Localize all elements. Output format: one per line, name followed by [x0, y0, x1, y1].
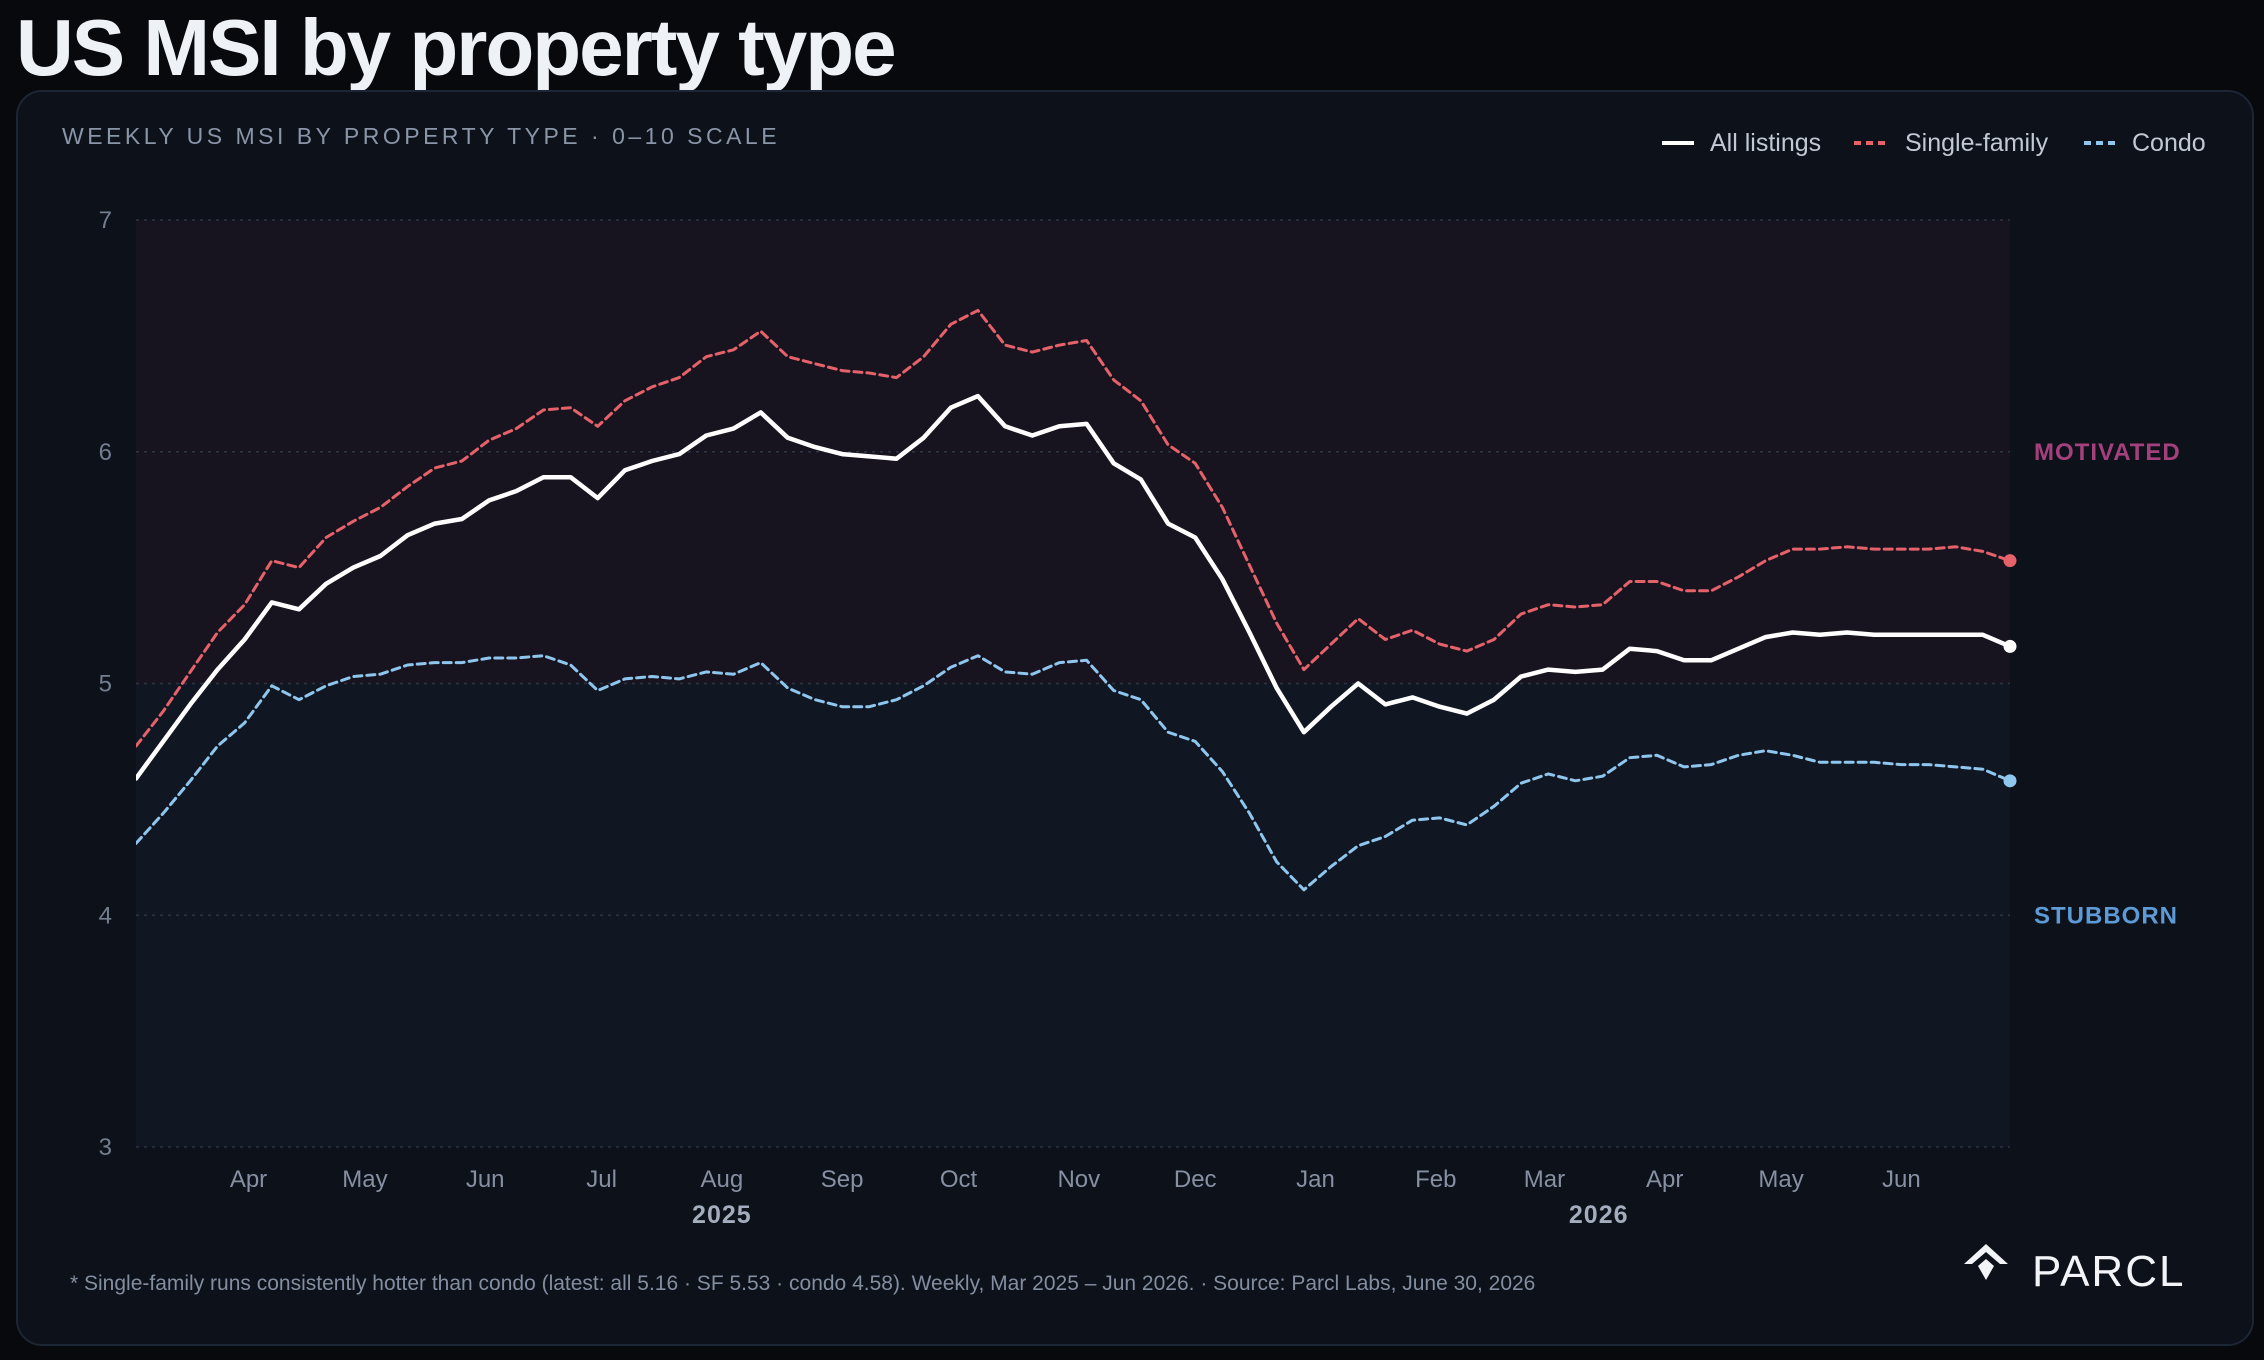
series-line-all-listings — [136, 393, 2010, 781]
y-axis: 7 6 5 4 3 — [99, 207, 112, 1161]
x-axis: Apr May Jun Jul Aug Sep Oct Nov Dec Jan Feb Mar Apr M… — [230, 1166, 1921, 1193]
x-tick-label: Mar — [1524, 1166, 1565, 1193]
y-tick-label: 6 — [99, 439, 112, 466]
x-tick-label: Aug — [701, 1166, 744, 1193]
legend-label: All listings — [1710, 129, 1821, 157]
series-line-single-family — [136, 308, 2010, 748]
x-tick-label: Jun — [1882, 1166, 1921, 1193]
year-label: 2025 — [692, 1201, 752, 1229]
x-tick-label: Feb — [1415, 1166, 1456, 1193]
end-marker-single-family — [2003, 554, 2017, 568]
x-tick-label: Jun — [466, 1166, 505, 1193]
legend-item-condo[interactable]: Condo — [2084, 129, 2206, 157]
x-tick-label: Apr — [1646, 1166, 1683, 1193]
footnote: * Single-family runs consistently hotter… — [70, 1272, 1535, 1295]
end-marker-all-listings — [2003, 639, 2017, 653]
series-line-condo — [136, 654, 2010, 892]
x-tick-label: Dec — [1174, 1166, 1217, 1193]
x-tick-label: Sep — [821, 1166, 864, 1193]
x-tick-label: Jan — [1296, 1166, 1335, 1193]
brand-name: PARCL — [2032, 1247, 2185, 1296]
x-tick-label: Jul — [586, 1166, 617, 1193]
parcl-logo-icon — [1964, 1244, 2008, 1280]
legend-item-all-listings[interactable]: All listings — [1662, 129, 1821, 157]
x-tick-label: Apr — [230, 1166, 267, 1193]
end-markers — [2003, 554, 2017, 788]
year-labels: 2025 2026 — [692, 1201, 1629, 1229]
series-layer — [136, 308, 2010, 892]
end-marker-condo — [2003, 774, 2017, 788]
zone-label-motivated: MOTIVATED — [2034, 439, 2181, 466]
y-tick-label: 3 — [99, 1134, 112, 1161]
legend-label: Single-family — [1905, 129, 2049, 157]
x-tick-label: May — [342, 1166, 387, 1193]
legend-label: Condo — [2132, 129, 2206, 157]
legend-item-single-family[interactable]: Single-family — [1854, 129, 2049, 157]
y-tick-label: 4 — [99, 902, 112, 929]
chart-subtitle: WEEKLY US MSI BY PROPERTY TYPE · 0–10 SC… — [62, 123, 780, 149]
y-tick-label: 7 — [99, 207, 112, 234]
chart-card: WEEKLY US MSI BY PROPERTY TYPE · 0–10 SC… — [16, 90, 2254, 1346]
page-title: US MSI by property type — [16, 3, 897, 92]
msi-line-chart: WEEKLY US MSI BY PROPERTY TYPE · 0–10 SC… — [62, 123, 2206, 1296]
zone-label-stubborn: STUBBORN — [2034, 902, 2178, 929]
legend: All listings Single-family Condo — [1662, 129, 2206, 157]
x-tick-label: Oct — [940, 1166, 978, 1193]
brand-logo[interactable]: PARCL — [1964, 1244, 2185, 1296]
x-tick-label: Nov — [1057, 1166, 1100, 1193]
year-label: 2026 — [1569, 1201, 1629, 1229]
zone-labels: MOTIVATED STUBBORN — [2034, 439, 2181, 930]
y-tick-label: 5 — [99, 671, 112, 698]
grid-layer — [136, 219, 2010, 1148]
x-tick-label: May — [1758, 1166, 1803, 1193]
